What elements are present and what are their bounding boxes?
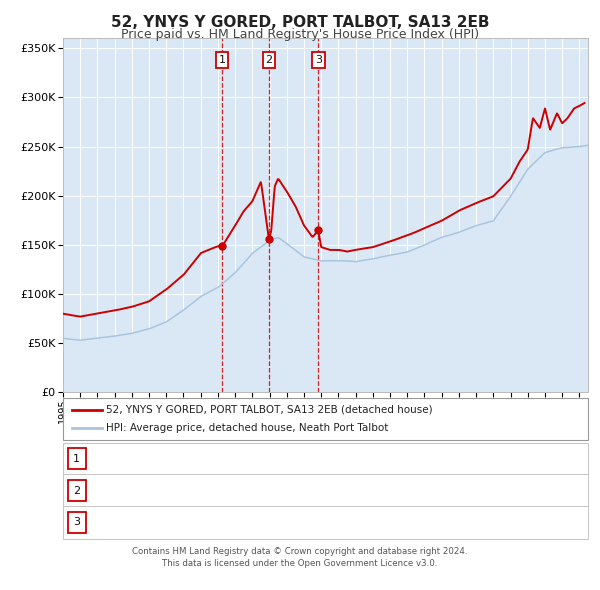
Text: Contains HM Land Registry data © Crown copyright and database right 2024.: Contains HM Land Registry data © Crown c… [132, 547, 468, 556]
Text: 2: 2 [73, 486, 80, 496]
Text: This data is licensed under the Open Government Licence v3.0.: This data is licensed under the Open Gov… [163, 559, 437, 568]
Text: 29-OCT-2009: 29-OCT-2009 [104, 517, 178, 527]
Text: £155,750: £155,750 [265, 486, 317, 496]
Text: 15-DEC-2006: 15-DEC-2006 [104, 486, 178, 496]
Text: 52, YNYS Y GORED, PORT TALBOT, SA13 2EB (detached house): 52, YNYS Y GORED, PORT TALBOT, SA13 2EB … [106, 405, 433, 415]
Text: 41% ↑ HPI: 41% ↑ HPI [393, 454, 453, 464]
Text: Price paid vs. HM Land Registry's House Price Index (HPI): Price paid vs. HM Land Registry's House … [121, 28, 479, 41]
Text: 52, YNYS Y GORED, PORT TALBOT, SA13 2EB: 52, YNYS Y GORED, PORT TALBOT, SA13 2EB [111, 15, 489, 30]
Text: 1: 1 [219, 55, 226, 65]
Text: £149,000: £149,000 [265, 454, 317, 464]
Text: 1: 1 [73, 454, 80, 464]
Text: 2% ↓ HPI: 2% ↓ HPI [397, 486, 449, 496]
Text: HPI: Average price, detached house, Neath Port Talbot: HPI: Average price, detached house, Neat… [106, 423, 389, 433]
Text: 31-MAR-2004: 31-MAR-2004 [104, 454, 178, 464]
Text: 3: 3 [73, 517, 80, 527]
Text: £165,000: £165,000 [265, 517, 317, 527]
Text: 2: 2 [265, 55, 272, 65]
Text: 12% ↑ HPI: 12% ↑ HPI [393, 517, 453, 527]
Text: 3: 3 [315, 55, 322, 65]
